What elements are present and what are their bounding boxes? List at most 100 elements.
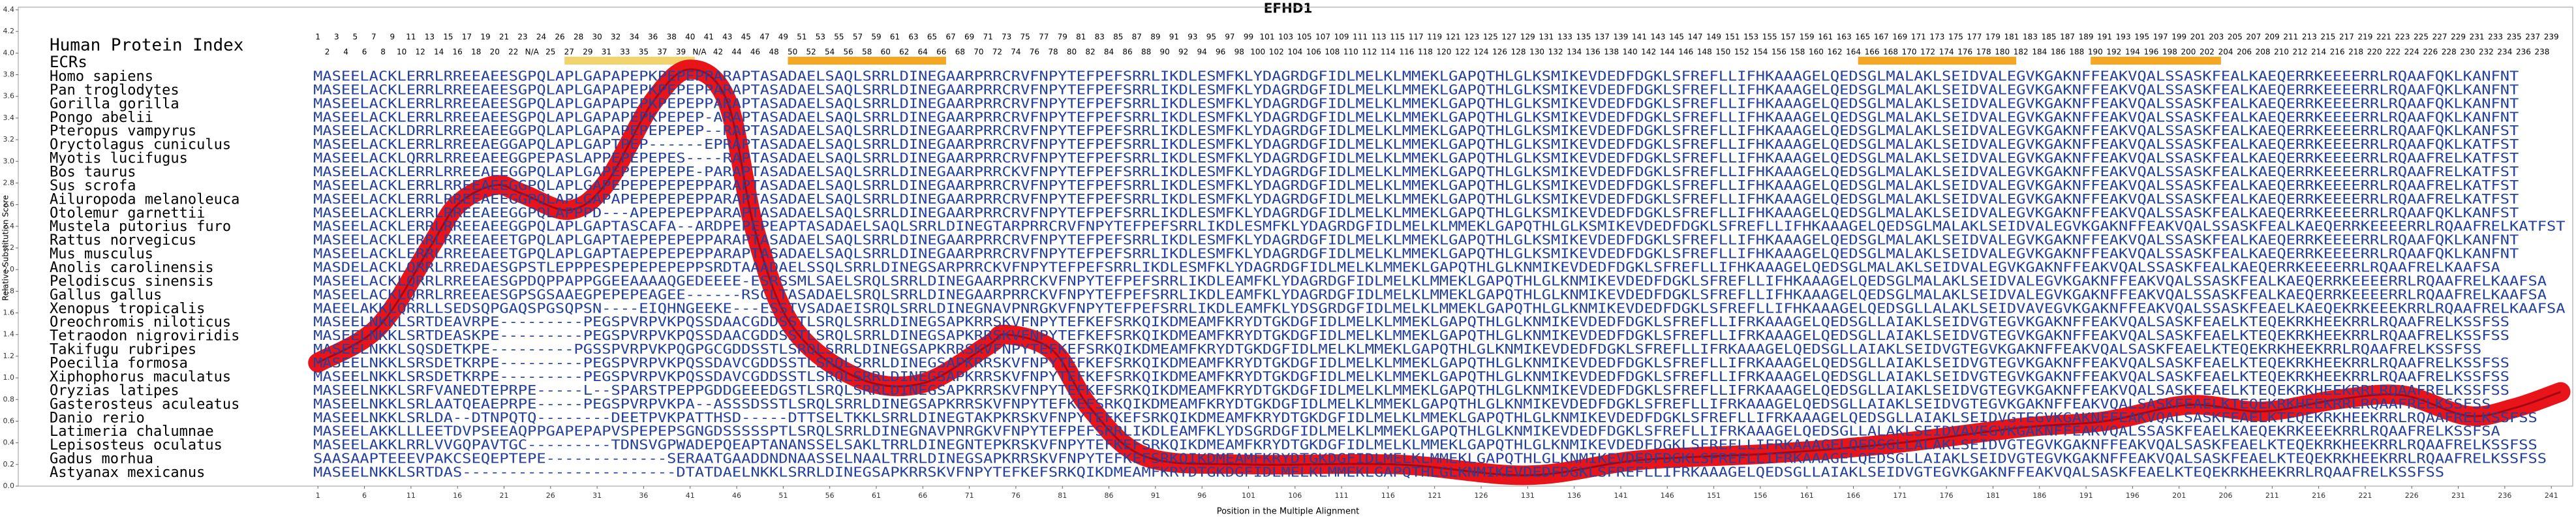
index-number: 93: [1188, 33, 1197, 42]
sequence: MASEELNKKLSRTDAS-----------------------D…: [313, 464, 2444, 480]
index-number: 131: [1539, 33, 1554, 42]
index-number: 127: [1501, 33, 1516, 42]
index-number: 38: [667, 33, 677, 42]
index-number: 172: [1920, 48, 1935, 57]
index-number: 9: [390, 33, 395, 42]
index-number: 217: [2339, 33, 2354, 42]
index-number: 158: [1790, 48, 1805, 57]
index-number: 200: [2181, 48, 2196, 57]
species-name: Pan troglodytes: [50, 82, 179, 99]
species-name: Lepisosteus oculatus: [50, 437, 222, 453]
x-tick-label: 116: [1381, 491, 1395, 500]
y-tick-label: 3.6: [3, 92, 15, 100]
index-number: 28: [574, 33, 583, 42]
index-number: 52: [806, 48, 816, 57]
x-tick-label: 226: [2405, 491, 2419, 500]
index-number: 149: [1706, 33, 1721, 42]
index-number: 7: [371, 33, 376, 42]
index-number: 109: [1334, 33, 1349, 42]
species-name: Latimeria chalumnae: [50, 423, 214, 440]
index-number: 111: [1353, 33, 1368, 42]
sequence: MASEELACKLERRLRREEAEETGPQLAPLGAPTAEPEPEP…: [313, 232, 2519, 248]
sequence: MASEELACKLERRLRREEAEEGGPQLAPLGAPEPEPEPEP…: [313, 164, 2519, 179]
x-tick-label: 201: [2172, 491, 2186, 500]
index-number: 71: [983, 33, 992, 42]
index-number: 5: [352, 33, 358, 42]
x-tick-label: 56: [825, 491, 835, 500]
index-number: 166: [1865, 48, 1880, 57]
index-number: 83: [1095, 33, 1105, 42]
index-number: 105: [1297, 33, 1312, 42]
index-number: 174: [1939, 48, 1954, 57]
index-number: 229: [2451, 33, 2466, 42]
index-number: 196: [2143, 48, 2158, 57]
index-number: 154: [1753, 48, 1768, 57]
index-number: 119: [1427, 33, 1442, 42]
index-number: 211: [2283, 33, 2298, 42]
index-number: 234: [2497, 48, 2512, 57]
index-number: 195: [2134, 33, 2149, 42]
index-number: 75: [1020, 33, 1030, 42]
index-number: 143: [1651, 33, 1666, 42]
index-number: 138: [1604, 48, 1619, 57]
index-number: 164: [1846, 48, 1861, 57]
sequence: MASEELNKKLSRSDETKRPE---------PEGSPVRPVKP…: [313, 369, 2509, 384]
index-number: 203: [2209, 33, 2224, 42]
index-number: 238: [2534, 48, 2549, 57]
index-number: 102: [1269, 48, 1284, 57]
index-number: 48: [769, 48, 778, 57]
x-tick-label: 86: [1105, 491, 1114, 500]
index-number: 64: [918, 48, 928, 57]
index-number: 208: [2256, 48, 2271, 57]
index-number: 85: [1113, 33, 1123, 42]
index-number: 40: [685, 33, 695, 42]
y-tick-label: 2.2: [3, 243, 15, 252]
index-number: 237: [2525, 33, 2540, 42]
index-number: 135: [1576, 33, 1591, 42]
sequence: MASEELNKKLSRTDEAVRPE---------PEGSPVRPVKP…: [313, 314, 2509, 330]
y-tick-label: 1.0: [3, 373, 15, 382]
species-name: Otolemur garnettii: [50, 205, 205, 221]
index-number: 32: [611, 33, 621, 42]
index-number: 176: [1957, 48, 1972, 57]
index-number: 120: [1437, 48, 1452, 57]
index-number: 201: [2190, 33, 2205, 42]
index-number: 18: [471, 48, 481, 57]
index-number: 182: [2014, 48, 2029, 57]
index-number: 132: [1548, 48, 1563, 57]
index-number: 210: [2274, 48, 2289, 57]
sequence: MASEELACKLERRLRREEAEEGGPQLAPLGAPAPEPEPEP…: [313, 191, 2519, 207]
sequence: MASEELACKLERRLRREEAEETGPQLAPLGAPTAEPEPEP…: [313, 246, 2519, 262]
index-number: 23: [517, 33, 527, 42]
index-number: 77: [1039, 33, 1049, 42]
species-name: Tetraodon nigroviridis: [50, 328, 239, 345]
index-number: 17: [462, 33, 472, 42]
index-number: 224: [2404, 48, 2419, 57]
x-tick-label: 236: [2498, 491, 2511, 500]
sequence: MASEELACKLQRRLRREEAEEGGPEPASLAPPEPEPEPES…: [313, 150, 2519, 166]
index-number: 16: [453, 48, 463, 57]
index-number: 103: [1278, 33, 1293, 42]
sequence: MASEELACKLERRLRREEAEESGPQLAPLGAPAPEPKPEP…: [313, 95, 2519, 111]
index-number: 187: [2060, 33, 2075, 42]
species-name: Myotis lucifugus: [50, 151, 188, 167]
index-number: 230: [2460, 48, 2475, 57]
index-number: 206: [2237, 48, 2252, 57]
index-number: 173: [1929, 33, 1944, 42]
index-number: 96: [1216, 48, 1225, 57]
y-tick-label: 0.4: [3, 438, 15, 447]
index-number: 12: [415, 48, 425, 57]
index-number: 60: [881, 48, 891, 57]
index-number: 54: [825, 48, 835, 57]
index-number: 104: [1287, 48, 1302, 57]
index-number: 6: [362, 48, 367, 57]
species-name: Mustela putorius furo: [50, 219, 231, 235]
index-number: 198: [2162, 48, 2177, 57]
x-tick-label: 141: [1614, 491, 1627, 500]
index-number: 225: [2414, 33, 2429, 42]
index-number: 129: [1520, 33, 1535, 42]
index-number: 70: [974, 48, 983, 57]
y-tick-label: 3.0: [3, 157, 15, 165]
index-number: 168: [1883, 48, 1898, 57]
